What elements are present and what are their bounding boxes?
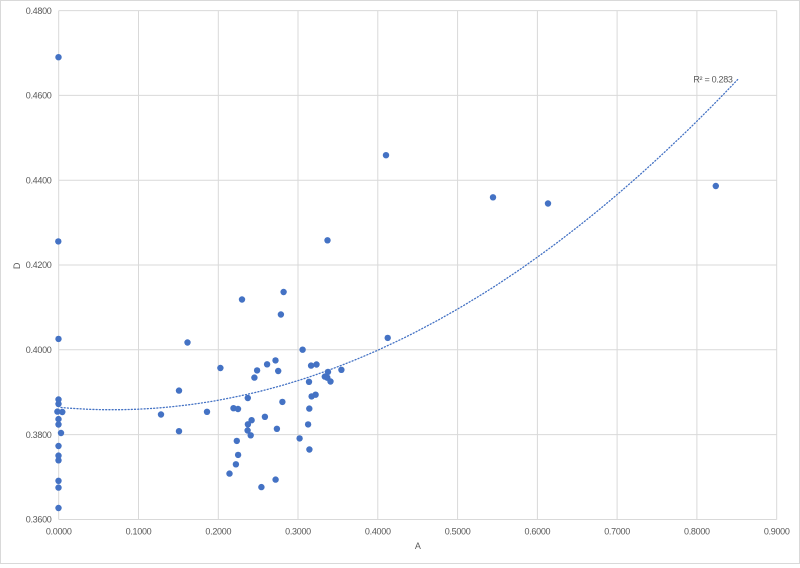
svg-text:0.3800: 0.3800 xyxy=(26,430,52,440)
svg-text:0.4800: 0.4800 xyxy=(26,6,52,16)
svg-text:0.4600: 0.4600 xyxy=(26,91,52,101)
svg-text:0.2000: 0.2000 xyxy=(205,527,231,537)
svg-text:0.7000: 0.7000 xyxy=(604,527,630,537)
svg-text:0.5000: 0.5000 xyxy=(445,527,471,537)
svg-text:0.3000: 0.3000 xyxy=(285,527,311,537)
svg-text:A: A xyxy=(415,541,421,551)
svg-text:0.8000: 0.8000 xyxy=(684,527,710,537)
svg-text:0.3600: 0.3600 xyxy=(26,515,52,525)
svg-text:0.9000: 0.9000 xyxy=(764,527,790,537)
svg-text:0.0000: 0.0000 xyxy=(46,527,72,537)
svg-text:0.1000: 0.1000 xyxy=(126,527,152,537)
svg-text:0.4400: 0.4400 xyxy=(26,175,52,185)
svg-text:R² = 0.283: R² = 0.283 xyxy=(693,75,733,85)
svg-text:0.4000: 0.4000 xyxy=(365,527,391,537)
svg-text:0.6000: 0.6000 xyxy=(525,527,551,537)
svg-text:0.4000: 0.4000 xyxy=(26,345,52,355)
svg-text:D: D xyxy=(12,262,22,269)
svg-text:0.4200: 0.4200 xyxy=(26,260,52,270)
